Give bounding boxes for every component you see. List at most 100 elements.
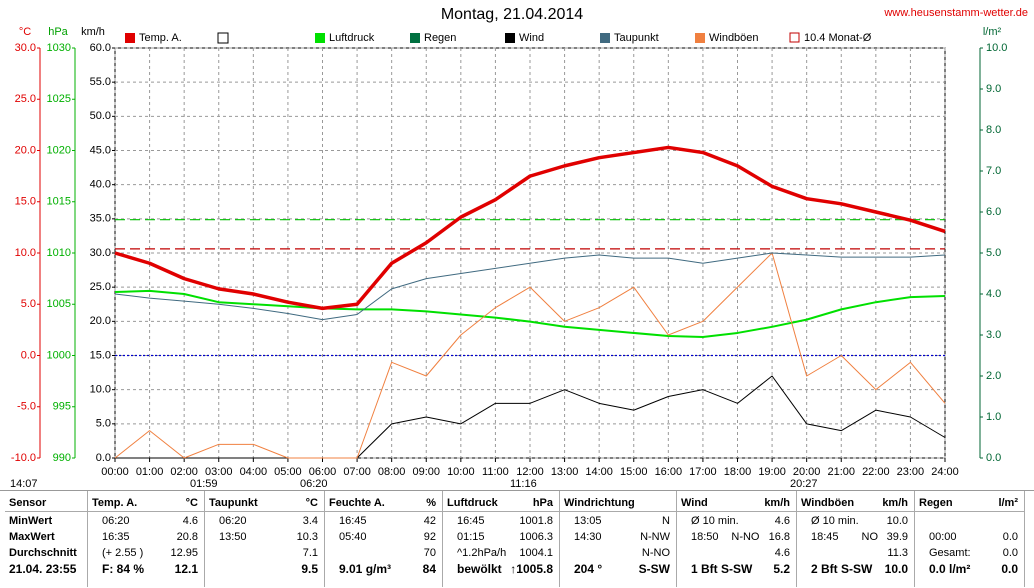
legend-label: Temp. A. <box>139 32 182 44</box>
header-cell: °C <box>185 497 198 509</box>
axis-unit: °C <box>19 26 31 38</box>
cell: 2 Bft S-SW <box>811 562 873 576</box>
header-row: Regen l/m² <box>915 495 1024 512</box>
x-tick-label: 00:00 <box>101 466 129 478</box>
header-row: Luftdruck hPa <box>443 495 559 512</box>
table-row: 16:35 20.8 <box>92 529 198 545</box>
table-row: 9.01 g/m³ 84 <box>329 561 436 577</box>
stats-table: Sensor MinWert MaxWert Durchschnitt 21.04. 2… <box>0 490 1034 588</box>
cell: 13:05 <box>574 515 602 527</box>
axis-unit: km/h <box>81 26 105 38</box>
series-line <box>114 289 946 339</box>
table-row: 16:45 1001.8 <box>447 513 553 529</box>
x-tick-label: 06:00 <box>309 466 337 478</box>
source: www.heusenstamm-wetter.de <box>883 7 1028 19</box>
legend-swatch <box>695 33 705 43</box>
cell: NO <box>861 531 879 543</box>
y-tick-label: -5.0 <box>17 401 36 413</box>
y-tick-label: 1.0 <box>986 411 1001 423</box>
x-tick-label: 10:00 <box>447 466 475 478</box>
y-tick-label: 7.0 <box>986 165 1001 177</box>
table-row: 06:20 4.6 <box>92 513 198 529</box>
header-row: Wind km/h <box>677 495 796 512</box>
y-tick-label: 50.0 <box>90 110 111 122</box>
header-cell: km/h <box>882 497 908 509</box>
axis-unit: hPa <box>48 26 68 38</box>
cell: 10.0 <box>884 562 908 576</box>
y-tick-label: 5.0 <box>96 418 111 430</box>
header-cell: °C <box>305 497 318 509</box>
header-cell: Windböen <box>801 497 855 509</box>
table-group: Temp. A. °C 06:20 4.6 16:35 20.8 (+ 2.55 ) 12.9… <box>88 491 205 587</box>
y-tick-label: 30.0 <box>15 42 36 54</box>
series-line <box>115 375 946 459</box>
cell: bewölkt <box>457 562 502 576</box>
y-tick-label: 35.0 <box>90 213 111 225</box>
cell: 18:45 <box>811 531 839 543</box>
table-row: 01:15 1006.3 <box>447 529 553 545</box>
cell: N-NO <box>641 547 670 559</box>
legend-swatch <box>217 32 229 44</box>
table-row: 2 Bft S-SW 10.0 <box>801 561 908 577</box>
table-row: (+ 2.55 ) 12.95 <box>92 545 198 561</box>
cell: Durchschnitt <box>9 547 77 559</box>
cell: 12.95 <box>170 547 198 559</box>
legend-label: Wind <box>519 32 544 44</box>
x-tick-label: 23:00 <box>897 466 925 478</box>
header-cell: Temp. A. <box>92 497 138 509</box>
cell: 21.04. 23:55 <box>9 562 77 576</box>
cell: 0.0 <box>1002 531 1018 543</box>
cell: 16:35 <box>102 531 130 543</box>
table-row: 7.1 <box>209 545 318 561</box>
table-group: Luftdruck hPa 16:45 1001.8 01:15 1006.3 ^1.2hP… <box>443 491 560 587</box>
table-row: 18:45 NO 39.9 <box>801 529 908 545</box>
table-row: 9.5 <box>209 561 318 577</box>
header-cell: Luftdruck <box>447 497 498 509</box>
x-tick-label: 07:00 <box>343 466 371 478</box>
table-group: Sensor MinWert MaxWert Durchschnitt 21.04. 2… <box>5 491 88 587</box>
series-line <box>114 252 946 321</box>
table-row: 1 Bft S-SW 5.2 <box>681 561 790 577</box>
y-tick-label: 20.0 <box>15 144 36 156</box>
x-tick-label: 21:00 <box>827 466 855 478</box>
cell: S-SW <box>638 562 670 576</box>
header-cell: Sensor <box>9 497 47 509</box>
cell: 0.0 <box>1002 547 1018 559</box>
y-tick-label: 4.0 <box>986 288 1001 300</box>
table-group: Wind km/h Ø 10 min. 4.6 18:50 N-NO 16.8 4.6 1 Bf… <box>677 491 797 587</box>
y-tick-label: 20.0 <box>90 315 111 327</box>
table-row: 06:20 3.4 <box>209 513 318 529</box>
y-tick-label: 1020 <box>47 144 71 156</box>
header-row: Sensor <box>5 495 87 512</box>
table-row: MinWert <box>9 513 81 529</box>
x-tick-label: 02:00 <box>170 466 198 478</box>
legend-swatch <box>789 32 800 43</box>
y-tick-label: 10.0 <box>986 42 1007 54</box>
cell: 0.0 l/m² <box>929 562 971 576</box>
x-tick-label: 09:00 <box>412 466 440 478</box>
cell: 9.5 <box>301 562 318 576</box>
cell: 05:40 <box>339 531 367 543</box>
cell: N-NW <box>640 531 670 543</box>
cell: ^1.2hPa/h <box>457 547 507 559</box>
table-row: 13:05 N <box>564 513 670 529</box>
cell: 13:50 <box>219 531 247 543</box>
x-tick-label: 20:00 <box>793 466 821 478</box>
cell: ↑1005.8 <box>510 562 553 576</box>
time-mark: 06:20 <box>300 478 328 490</box>
y-tick-label: 1000 <box>47 349 71 361</box>
y-tick-label: 40.0 <box>90 179 111 191</box>
chart: Montag, 21.04.2014 www.heusenstamm-wette… <box>10 6 1028 490</box>
table-row: 14:30 N-NW <box>564 529 670 545</box>
cell: 1006.3 <box>519 531 553 543</box>
table-group: Taupunkt °C 06:20 3.4 13:50 10.3 7.1 9.5 <box>205 491 325 587</box>
header-cell: l/m² <box>998 497 1018 509</box>
cell: 39.9 <box>886 531 908 543</box>
series-line <box>114 252 946 459</box>
x-tick-label: 12:00 <box>516 466 544 478</box>
header-row: Taupunkt °C <box>205 495 324 512</box>
y-tick-label: 45.0 <box>90 144 111 156</box>
y-tick-label: 55.0 <box>90 76 111 88</box>
table-row: bewölkt ↑1005.8 <box>447 561 553 577</box>
table-row: 204 ° S-SW <box>564 561 670 577</box>
